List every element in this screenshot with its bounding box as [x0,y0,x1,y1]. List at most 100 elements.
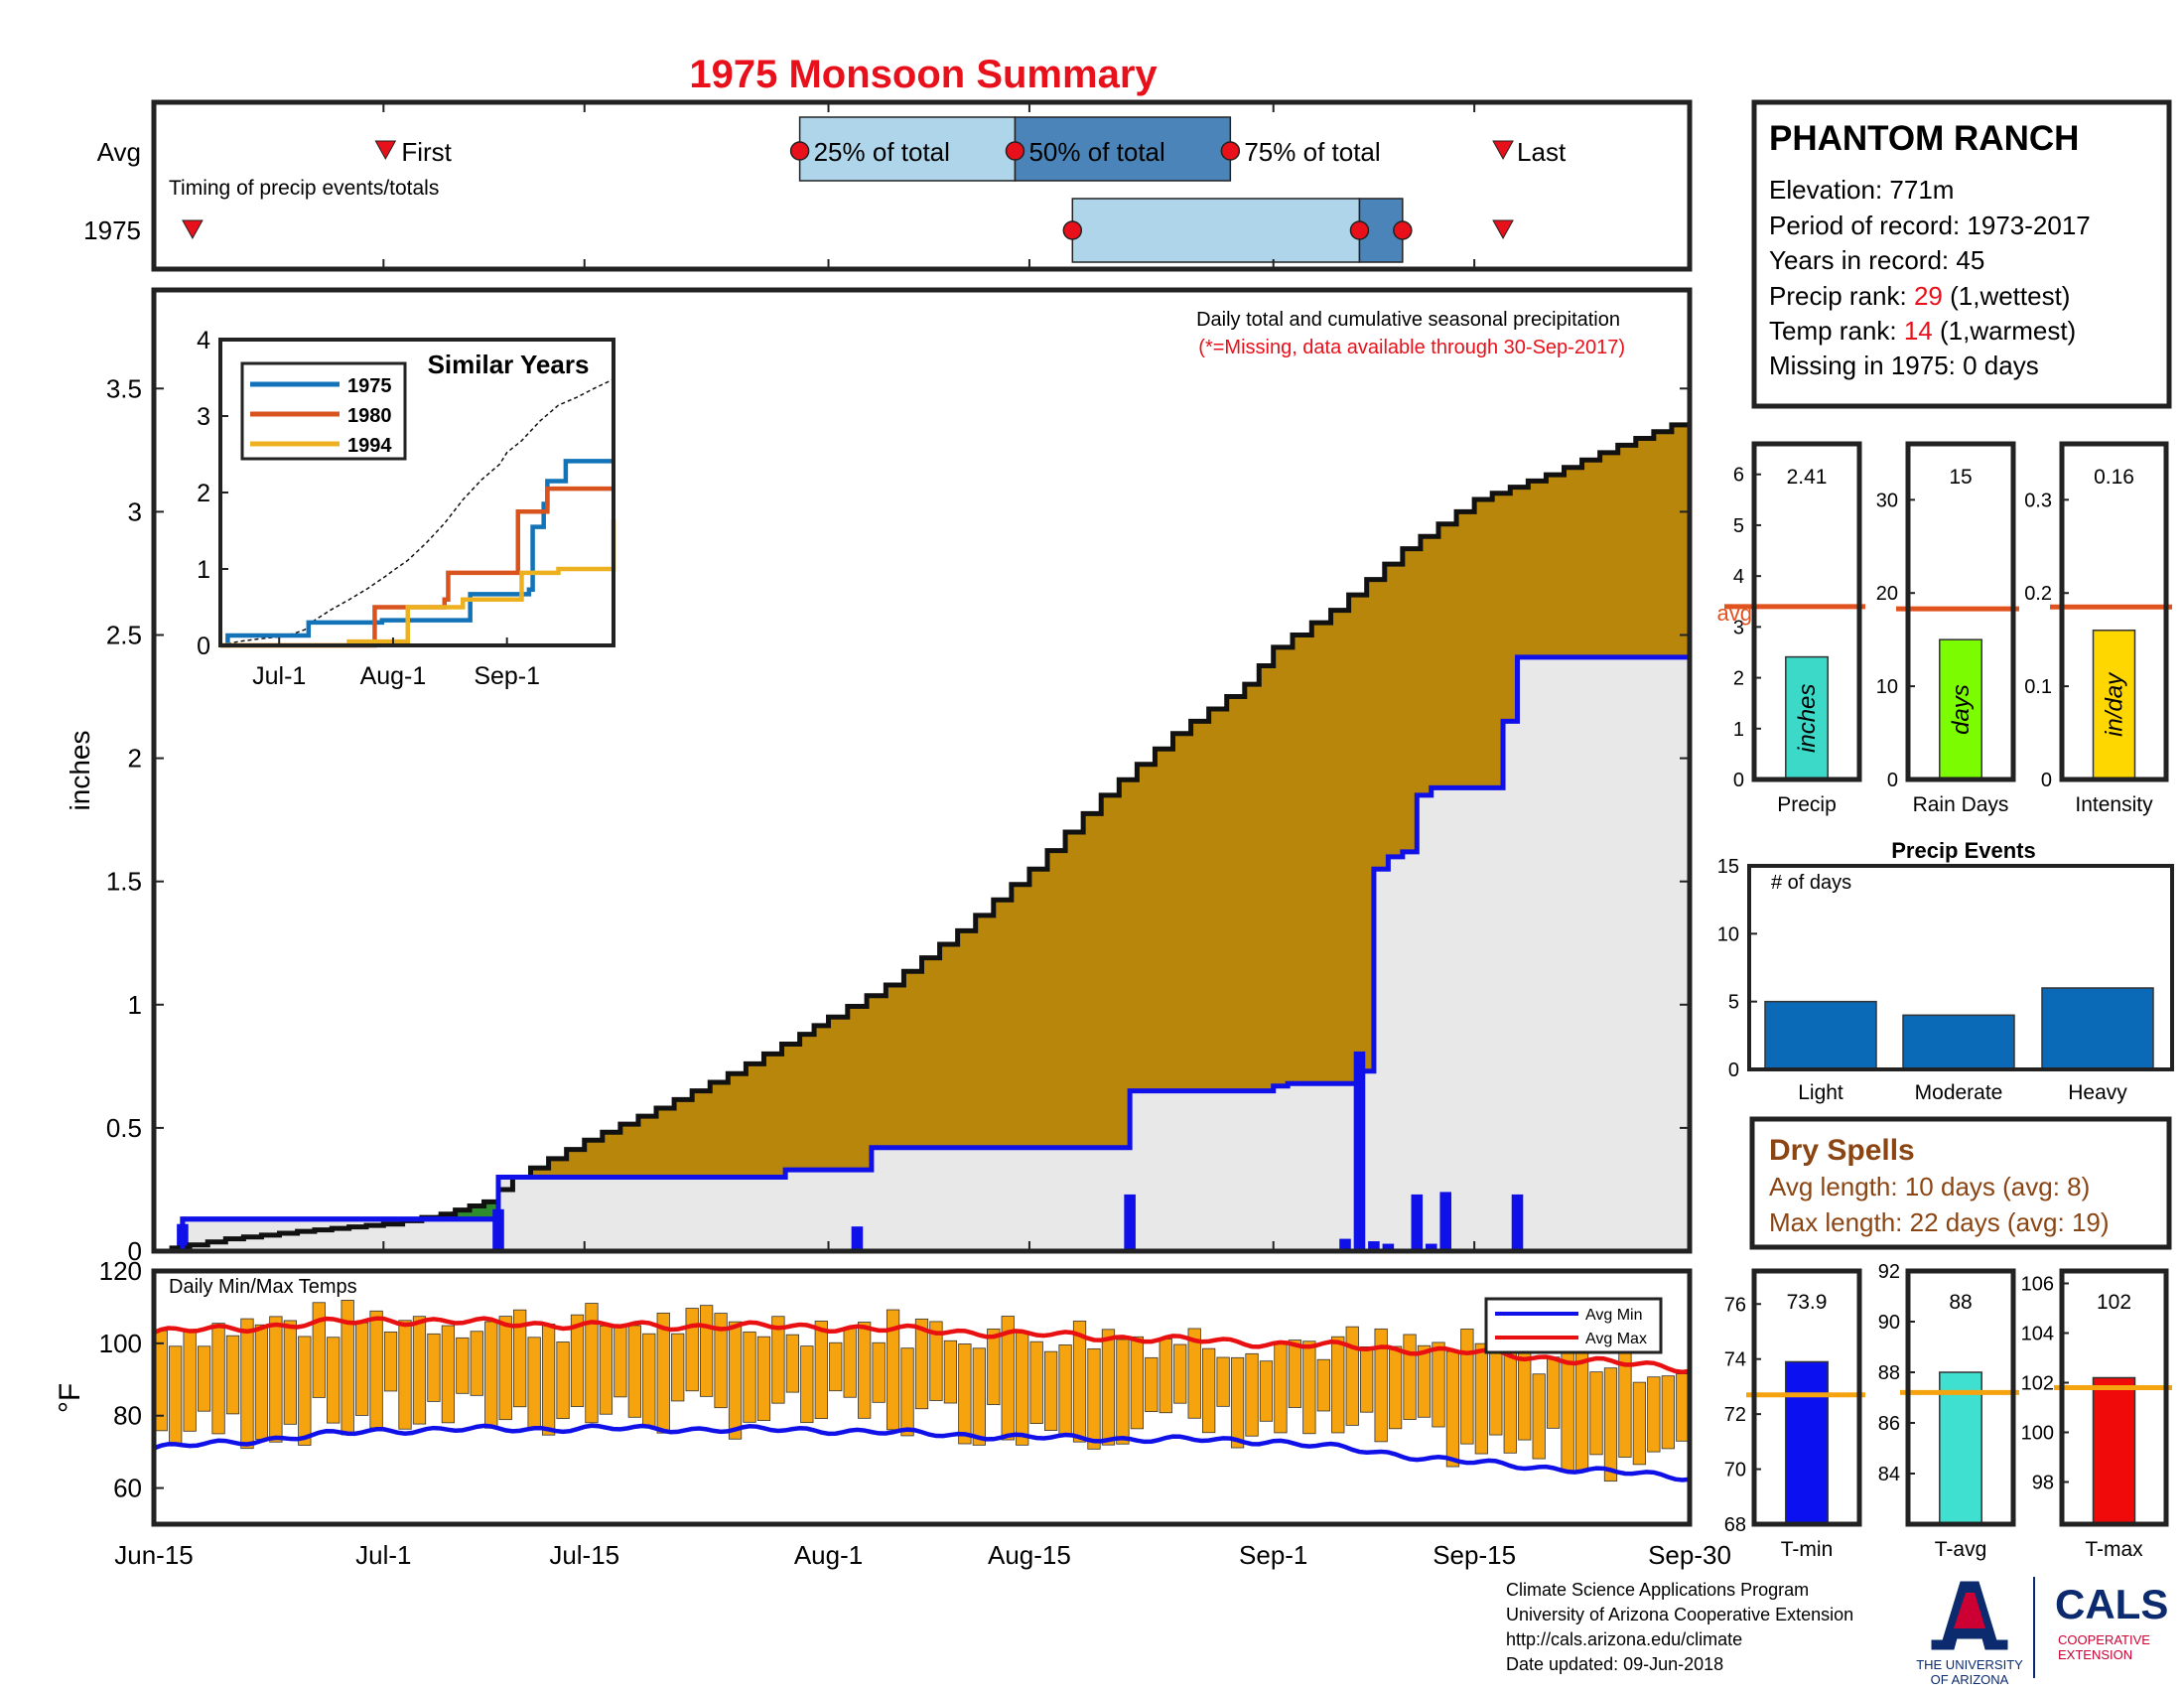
daily-temp-bar [1445,1350,1460,1468]
daily-temp-bar [728,1321,743,1440]
daily-temp-bar [383,1332,398,1392]
main-plot-series [154,418,1693,1254]
daily-temp-bar [814,1321,828,1420]
summary-ytick-label: 0.1 [2024,676,2052,698]
daily-temp-bar [1001,1316,1015,1441]
footer-line-url: http://cals.arizona.edu/climate [1506,1629,1742,1649]
daily-temp-bar [627,1325,641,1418]
daily-temp-bar [1259,1360,1274,1422]
dry-spells-avg: Avg length: 10 days (avg: 8) [1769,1172,2090,1201]
summary-ytick-label: 2 [1733,668,1744,690]
legend-label-1980: 1980 [347,405,392,427]
daily-temp-bar [169,1345,183,1447]
cals-wordmark: CALS [2055,1581,2168,1627]
daily-temp-bar [441,1325,456,1424]
xtick-label: Sep-1 [1239,1540,1307,1570]
daily-temp-bar [1574,1349,1589,1473]
avg-first-marker [374,140,397,161]
dry-spells-max: Max length: 22 days (avg: 19) [1769,1207,2110,1237]
temp-summary-ytick-label: 76 [1724,1294,1746,1316]
daily-precip-bar [1411,1194,1424,1251]
temp-rank-label: Temp rank: [1769,316,1904,346]
daily-temp-bar [685,1308,699,1392]
daily-temp-bar [556,1341,570,1420]
seasonal-summary-bars: 2.41 inches Precip 0 1 2 3 4 5 6 avg 15 days Rain Day… [1717,441,2172,816]
daily-temp-bar [958,1343,972,1445]
daily-temp-bar [1532,1373,1546,1460]
temp-summary-frame [2059,1268,2169,1527]
temp-summary-bar [1939,1371,1982,1525]
temps-ytick-label: 100 [99,1329,142,1358]
avg-q50-marker [1005,141,1025,161]
main-ytick-label: 1 [128,990,142,1020]
summary-ytick-label: 4 [1733,566,1744,588]
daily-temp-bar [269,1316,283,1443]
summary-bar [1785,655,1829,780]
summary-ytick-label: 6 [1733,465,1744,487]
cals-line-2: EXTENSION [2058,1647,2132,1662]
daily-temp-bar [1145,1356,1159,1413]
temp-summary-ytick-label: 90 [1878,1312,1900,1334]
daily-temp-bar [900,1347,914,1437]
temp-summary-ytick-label: 86 [1878,1413,1900,1435]
daily-temp-bar [240,1318,254,1450]
daily-temp-bar [513,1309,527,1408]
daily-temp-bar [771,1316,785,1404]
temps-axis-ticks: 60 80 100 120 [99,1256,164,1503]
temp-summary-xlabel: T-avg [1935,1538,1987,1561]
xtick-label: Sep-15 [1433,1540,1516,1570]
daily-temp-bar [1661,1375,1675,1450]
daily-temp-bar [1432,1341,1445,1428]
daily-temp-bar [1159,1339,1172,1414]
daily-temp-bar [1202,1347,1216,1434]
summary-ytick-label: 0.3 [2024,490,2052,511]
inset-xtick-label: Aug-1 [360,662,427,690]
main-missing-note: (*=Missing, data available through 30-Se… [1198,337,1625,358]
daily-temp-bar [1460,1329,1474,1445]
daily-temp-bar [183,1331,197,1432]
timing-row-year: 1975 [83,215,141,245]
daily-temp-bar [1489,1340,1503,1436]
temp-summary-value-label: 102 [2097,1291,2131,1314]
daily-temp-bar [1187,1328,1201,1419]
logo-line-1: THE UNIVERSITY [1916,1657,2023,1672]
daily-temp-bar [1503,1351,1517,1454]
daily-temp-bar [1632,1381,1647,1466]
temp-summary-bar [2092,1376,2136,1525]
daily-temp-bar [642,1333,656,1429]
temp-summary-ytick-label: 104 [2021,1324,2054,1345]
events-ytick-label: 10 [1717,923,1739,945]
summary-value-label: 0.16 [2094,466,2134,489]
footer-credits: Climate Science Applications Program Uni… [1506,1577,2168,1687]
events-bars: Light Moderate Heavy 0 5 10 15 [1717,856,2154,1104]
summary-panel-rain-days: 15 days Rain Days 0 10 20 30 [1876,441,2019,816]
dry-spells-title: Dry Spells [1769,1134,1915,1167]
seasonal-cumulative-area [154,656,1690,1251]
avg-last-marker [1492,140,1514,161]
temp-summary-panel-t-max: 102 T-max 98 100 102 104 106 [2021,1268,2172,1561]
year-box-25-50 [1071,198,1361,263]
temps-frame [151,1268,1693,1527]
main-ytick-label: 3.5 [106,373,142,403]
avg-box-25-50 [798,116,1017,182]
temp-summary-ytick-label: 92 [1878,1261,1900,1283]
university-of-arizona-logo: THE UNIVERSITY OF ARIZONA [1916,1581,2023,1687]
summary-frame [1905,441,2016,782]
summary-panel-precip: 2.41 inches Precip 0 1 2 3 4 5 6 avg [1717,441,1865,816]
daily-temp-bar [599,1325,614,1415]
summary-frame [1751,441,1862,782]
avg-min-line [153,1423,1691,1482]
daily-temp-bar [1360,1345,1374,1413]
inset-xtick-label: Sep-1 [474,662,540,690]
main-ytick-label: 0.5 [106,1113,142,1143]
summary-ytick-label: 1 [1733,719,1744,741]
marker-label-q25: 25% of total [814,137,950,167]
temp-summary-frame [1751,1268,1862,1527]
main-axis-ticks: 0 0.5 1 1.5 2 2.5 3 3.5 Jun-15 Jul-1 Jul-15 Aug-1 Au… [106,373,1731,1570]
daily-temp-bar [1374,1328,1388,1443]
daily-temp-bar [1288,1340,1302,1408]
temp-rank-value: 14 [1904,316,1933,346]
daily-temp-bar [1474,1342,1488,1455]
events-xlabel: Light [1798,1081,1843,1104]
